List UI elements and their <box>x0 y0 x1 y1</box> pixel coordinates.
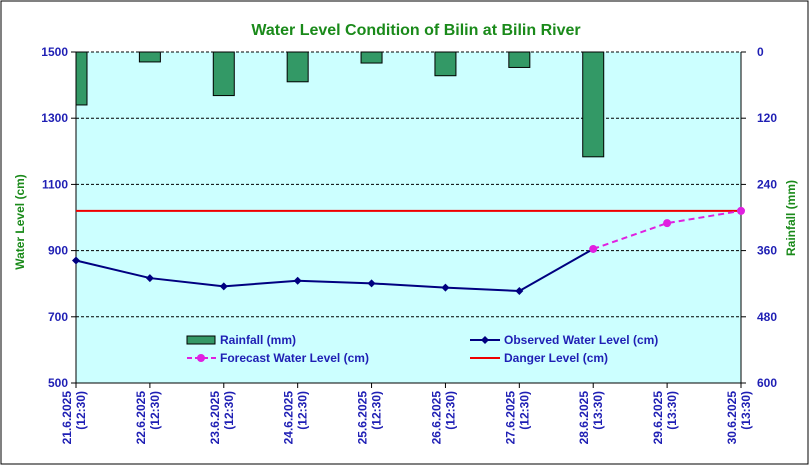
chart-title: Water Level Condition of Bilin at Bilin … <box>251 22 580 39</box>
x-tick-label-time: (12:30) <box>222 391 236 430</box>
left-tick-label: 1100 <box>42 177 68 191</box>
observed-point <box>145 274 154 283</box>
left-tick-label: 900 <box>48 244 68 258</box>
observed-point <box>219 282 228 291</box>
x-tick-label-time: (12:30) <box>517 391 531 430</box>
forecast-point <box>589 244 598 253</box>
x-tick-label-date: 22.6.2025 <box>134 391 148 445</box>
rainfall-bar <box>286 51 309 83</box>
x-tick-label-date: 23.6.2025 <box>208 391 222 445</box>
left-axis-label: Water Level (cm) <box>13 174 27 270</box>
legend-rainfall-label: Rainfall (mm) <box>220 333 296 347</box>
observed-point <box>293 276 302 285</box>
right-tick-label: 240 <box>757 177 777 191</box>
x-tick-label-date: 25.6.2025 <box>356 391 370 445</box>
legend-rainfall-swatch <box>186 335 216 345</box>
right-tick-label: 120 <box>757 111 777 125</box>
observed-point <box>367 279 376 288</box>
x-tick-label-date: 28.6.2025 <box>577 391 591 445</box>
legend-observed-marker <box>481 336 489 344</box>
x-tick-label-date: 30.6.2025 <box>725 391 739 445</box>
rainfall-bar <box>138 51 161 63</box>
x-tick-label-time: (12:30) <box>148 391 162 430</box>
forecast-point <box>737 206 745 215</box>
x-tick-label-time: (12:30) <box>296 391 310 430</box>
right-tick-label: 480 <box>757 310 777 324</box>
legend-forecast-label: Forecast Water Level (cm) <box>220 351 369 365</box>
forecast-point <box>663 219 672 228</box>
plot-area <box>76 52 741 383</box>
x-tick-label-time: (13:30) <box>665 391 679 430</box>
observed-point <box>515 286 524 295</box>
x-tick-label-date: 24.6.2025 <box>282 391 296 445</box>
observed-point <box>441 283 450 292</box>
x-tick-label-time: (13:30) <box>591 391 605 430</box>
rainfall-bar <box>508 51 531 68</box>
legend-observed-label: Observed Water Level (cm) <box>504 333 658 347</box>
right-axis-label: Rainfall (mm) <box>784 180 798 256</box>
left-tick-label: 700 <box>48 310 68 324</box>
x-tick-label-date: 21.6.2025 <box>60 391 74 445</box>
x-tick-label-date: 29.6.2025 <box>651 391 665 445</box>
rainfall-bar <box>75 51 88 106</box>
x-tick-label-date: 27.6.2025 <box>503 391 517 445</box>
right-tick-label: 0 <box>757 45 764 59</box>
left-tick-label: 1300 <box>41 111 68 125</box>
observed-point <box>72 256 80 265</box>
x-tick-label-date: 26.6.2025 <box>429 391 443 445</box>
rainfall-bar <box>434 51 457 77</box>
x-tick-label-time: (12:30) <box>74 391 88 430</box>
x-tick-label-time: (12:30) <box>370 391 384 430</box>
x-tick-label-time: (12:30) <box>443 391 457 430</box>
observed-water-level-line <box>75 248 594 292</box>
right-tick-label: 360 <box>757 244 777 258</box>
rainfall-bar <box>360 51 383 64</box>
left-tick-label: 1500 <box>41 45 68 59</box>
left-tick-label: 500 <box>48 376 68 390</box>
legend-danger-label: Danger Level (cm) <box>504 351 608 365</box>
rainfall-bar <box>582 51 605 158</box>
rainfall-bar <box>212 51 235 97</box>
x-tick-label-time: (13:30) <box>739 391 753 430</box>
right-tick-label: 600 <box>757 376 777 390</box>
legend-forecast-marker <box>197 354 205 362</box>
